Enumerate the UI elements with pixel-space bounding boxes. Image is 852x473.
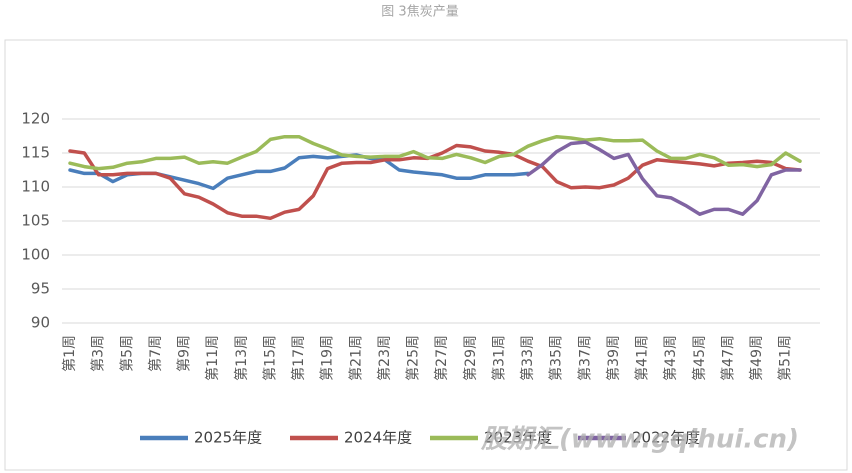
legend-label: 2024年度 <box>344 429 412 447</box>
x-tick-label: 第5周 <box>118 335 135 372</box>
x-tick-label: 第17周 <box>290 335 307 381</box>
y-tick-label: 90 <box>31 314 50 332</box>
x-tick-label: 第1周 <box>61 335 78 372</box>
x-tick-label: 第31周 <box>490 335 507 381</box>
y-tick-label: 95 <box>31 280 50 298</box>
legend-label: 2023年度 <box>484 429 552 447</box>
chart-title: 图 3焦炭产量 <box>381 5 458 20</box>
x-tick-label: 第23周 <box>376 335 393 381</box>
x-tick-label: 第49周 <box>748 335 765 381</box>
x-tick-label: 第41周 <box>634 335 651 381</box>
watermark: 股期汇(www.gqihui.cn) <box>480 425 799 455</box>
x-tick-label: 第39周 <box>605 335 622 381</box>
y-tick-label: 110 <box>21 178 50 196</box>
x-tick-label: 第9周 <box>176 335 193 372</box>
x-tick-label: 第43周 <box>662 335 679 381</box>
x-tick-label: 第27周 <box>433 335 450 381</box>
x-tick-label: 第3周 <box>90 335 107 372</box>
x-tick-label: 第33周 <box>519 335 536 381</box>
x-tick-label: 第51周 <box>777 335 794 381</box>
x-tick-label: 第37周 <box>576 335 593 381</box>
chart-border <box>4 39 848 471</box>
x-tick-label: 第11周 <box>204 335 221 381</box>
series-line <box>526 140 802 216</box>
x-tick-label: 第19周 <box>319 335 336 381</box>
x-tick-label: 第21周 <box>347 335 364 381</box>
series-line <box>68 134 802 171</box>
y-tick-label: 105 <box>21 212 50 230</box>
legend-label: 2022年度 <box>632 429 700 447</box>
x-tick-label: 第25周 <box>405 335 422 381</box>
legend-label: 2025年度 <box>194 429 262 447</box>
y-tick-label: 120 <box>21 110 50 128</box>
x-tick-label: 第45周 <box>691 335 708 381</box>
x-tick-label: 第35周 <box>548 335 565 381</box>
y-tick-label: 100 <box>21 246 50 264</box>
x-tick-label: 第7周 <box>147 335 164 372</box>
x-tick-label: 第29周 <box>462 335 479 381</box>
x-tick-label: 第15周 <box>261 335 278 381</box>
y-tick-label: 115 <box>21 144 50 162</box>
series-line <box>68 143 802 221</box>
x-tick-label: 第13周 <box>233 335 250 381</box>
x-tick-label: 第47周 <box>719 335 736 381</box>
